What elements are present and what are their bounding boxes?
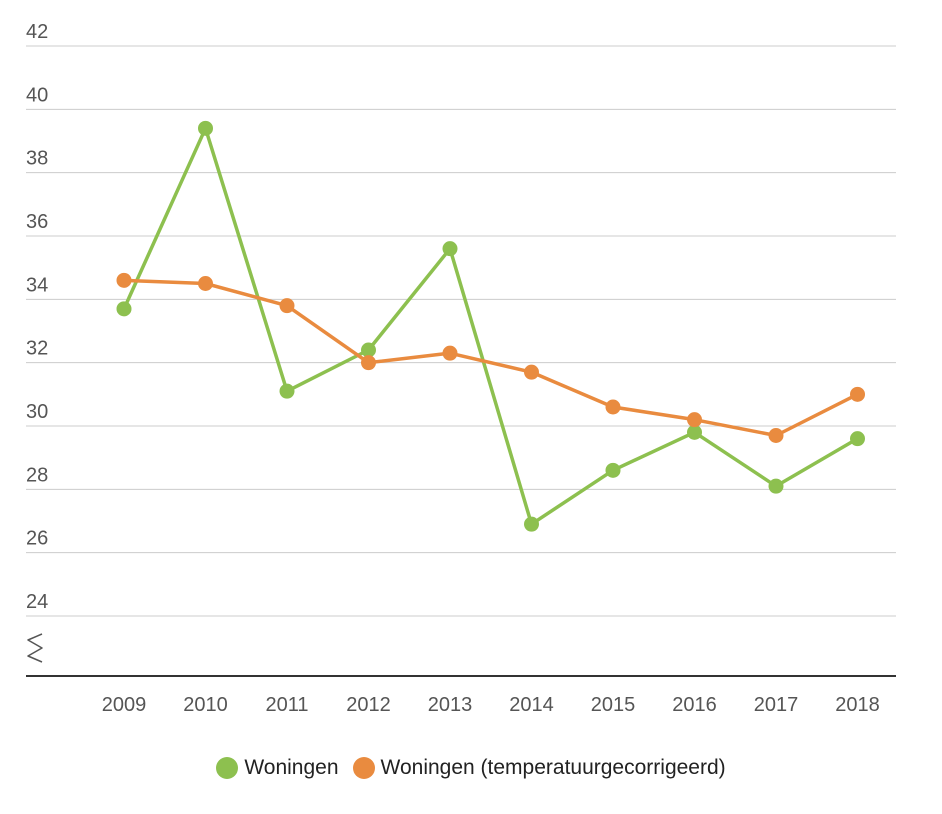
y-tick-label-28: 28 [26,464,48,486]
y-tick-label-40: 40 [26,84,48,106]
data-point-woningen-temperatuurgecorrigeerd-2010 [198,276,213,291]
legend-swatch-woningen [216,757,239,779]
data-point-woningen-2011 [279,383,295,399]
data-point-woningen-2018 [850,431,865,447]
axis-break-zigzag [27,633,43,663]
y-axis-ticks: 42 40 38 36 34 32 30 28 26 24 [26,21,48,613]
series-group [116,120,865,532]
data-point-woningen-2015 [605,462,621,478]
y-tick-label-36: 36 [26,211,48,233]
legend-swatch-woningen-temperatuurgecorrigeerd [352,757,375,779]
data-point-woningen-temperatuurgecorrigeerd-2011 [279,298,295,314]
x-tick-label-2010: 2010 [183,694,228,716]
line-chart: 42 40 38 36 34 32 30 28 26 24 2009 2010 2011 2012 201… [26,21,896,716]
x-tick-label-2018: 2018 [835,694,880,716]
y-tick-label-24: 24 [26,591,48,613]
x-axis-ticks: 2009 2010 2011 2012 2013 2014 2015 2016 2017 2018 [102,694,880,716]
x-tick-label-2012: 2012 [346,694,391,716]
y-tick-label-26: 26 [26,528,48,550]
data-point-woningen-2009 [116,301,132,317]
x-tick-label-2014: 2014 [509,694,554,716]
data-point-woningen-2014 [524,516,539,532]
legend-item-woningen: Woningen [216,756,339,780]
y-tick-label-42: 42 [26,21,48,43]
x-tick-label-2015: 2015 [591,694,636,716]
legend-label-woningen-temperatuurgecorrigeerd: Woningen (temperatuurgecorrigeerd) [380,756,726,779]
legend-item-woningen-temperatuurgecorrigeerd: Woningen (temperatuurgecorrigeerd) [352,756,726,780]
data-point-woningen-temperatuurgecorrigeerd-2018 [850,386,865,402]
x-tick-label-2011: 2011 [265,694,308,716]
y-tick-label-38: 38 [26,148,48,170]
x-tick-label-2017: 2017 [754,694,799,716]
data-point-woningen-temperatuurgecorrigeerd-2014 [524,364,539,380]
y-tick-label-30: 30 [26,401,48,423]
x-tick-label-2009: 2009 [102,694,147,716]
data-point-woningen-temperatuurgecorrigeerd-2013 [442,345,458,361]
data-point-woningen-temperatuurgecorrigeerd-2017 [768,428,784,443]
legend: Woningen Woningen (temperatuurgecorrigee… [0,756,942,780]
y-tick-label-32: 32 [26,338,48,360]
data-point-woningen-temperatuurgecorrigeerd-2012 [361,355,376,371]
data-point-woningen-2013 [442,241,458,257]
x-tick-label-2016: 2016 [672,694,717,716]
data-point-woningen-2010 [198,120,213,136]
series-line-woningen [122,126,860,526]
axis-break-icon [27,633,43,663]
x-tick-label-2013: 2013 [428,694,473,716]
y-tick-label-34: 34 [26,274,48,296]
data-point-woningen-temperatuurgecorrigeerd-2009 [116,272,132,288]
data-point-woningen-2012 [361,342,376,358]
data-point-woningen-2017 [768,478,784,494]
data-point-woningen-temperatuurgecorrigeerd-2015 [605,399,621,415]
data-point-woningen-2016 [687,424,702,440]
data-point-woningen-temperatuurgecorrigeerd-2016 [687,412,702,428]
legend-label-woningen: Woningen [244,756,339,779]
series-line-woningen-temperatuurgecorrigeerd [122,278,860,438]
gridlines [26,45,896,617]
